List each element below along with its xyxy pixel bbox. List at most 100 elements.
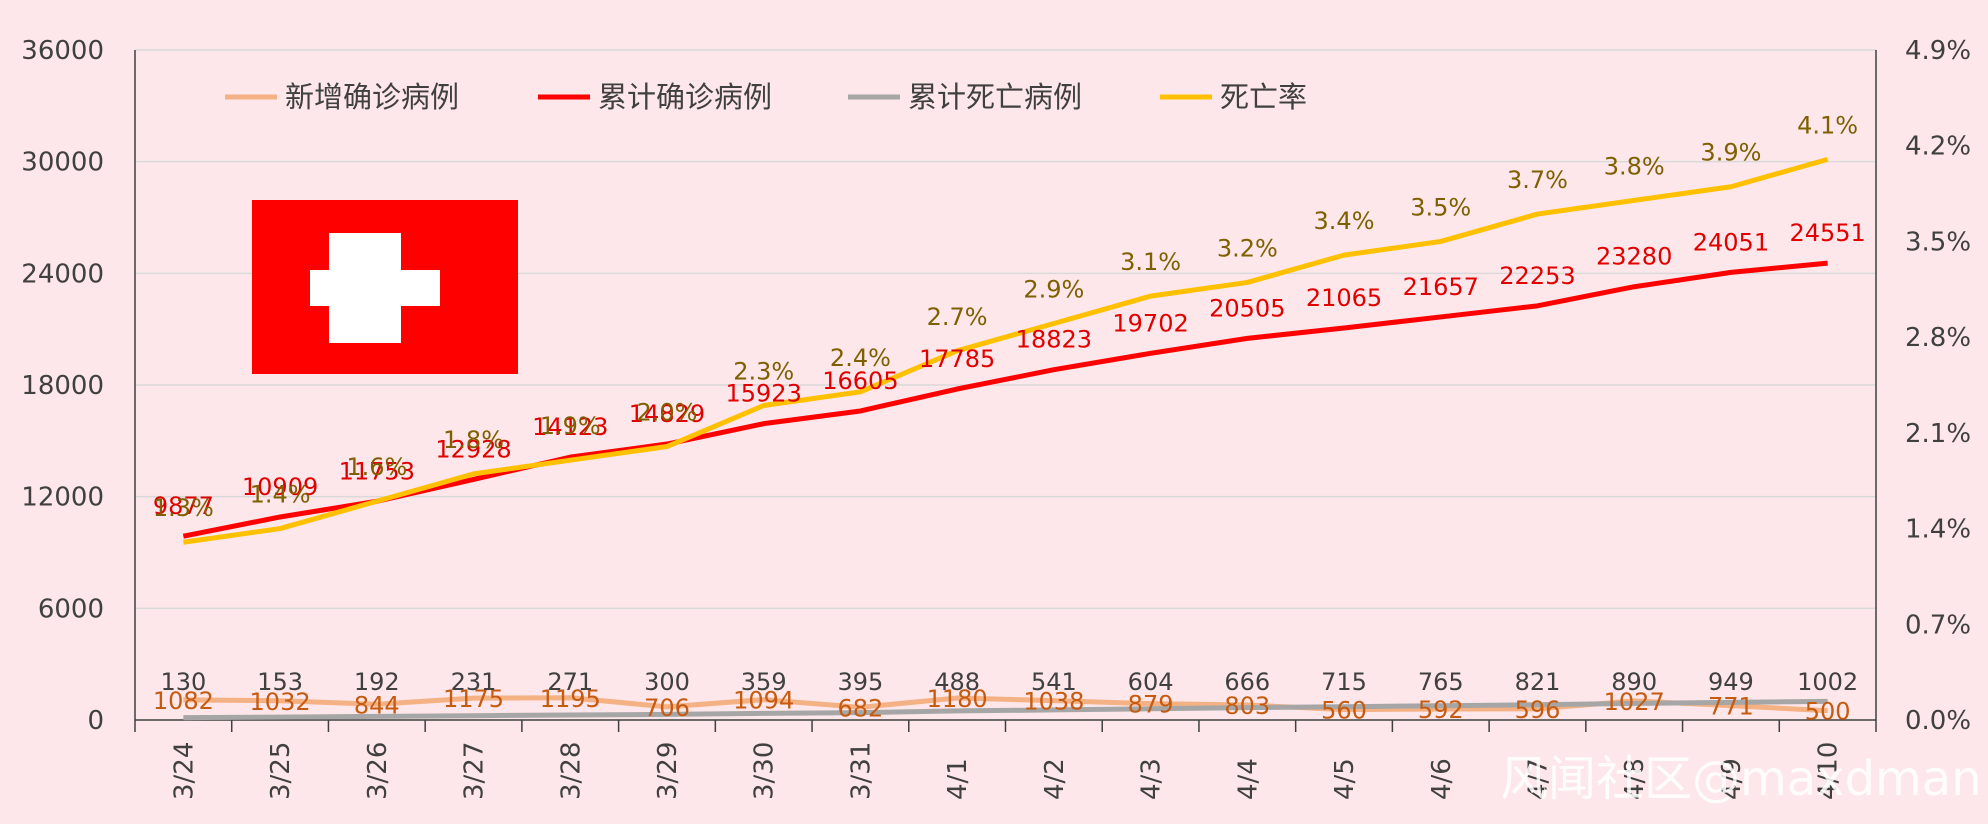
x-tick-label: 3/26 [363, 742, 393, 800]
data-label-total-deaths: 488 [934, 668, 980, 696]
data-label-new-cases: 706 [644, 694, 690, 722]
data-label-death-rate: 2.3% [733, 358, 794, 386]
legend-label-total-cases: 累计确诊病例 [598, 80, 772, 114]
y-left-tick-label: 18000 [21, 371, 104, 401]
data-label-total-cases: 19702 [1112, 309, 1188, 337]
data-label-death-rate: 2.4% [830, 344, 891, 372]
data-label-death-rate: 4.1% [1797, 111, 1858, 139]
data-label-new-cases: 879 [1128, 691, 1174, 719]
data-label-total-cases: 11753 [339, 457, 415, 485]
data-label-total-cases: 23280 [1596, 243, 1672, 271]
flag-cross-horizontal [310, 270, 440, 306]
series-lines [182, 156, 1829, 721]
x-tick-label: 3/31 [846, 742, 876, 800]
data-label-total-deaths: 715 [1321, 668, 1367, 696]
data-label-death-rate: 1.8% [443, 426, 504, 454]
data-label-total-deaths: 231 [451, 668, 497, 696]
data-label-total-deaths: 300 [644, 668, 690, 696]
data-label-total-cases: 24551 [1789, 219, 1865, 247]
watermark: 风闻社区@maxdman [1500, 751, 1982, 807]
data-label-death-rate: 3.4% [1314, 207, 1375, 235]
x-tick-label: 3/30 [750, 742, 780, 800]
data-label-total-deaths: 890 [1611, 668, 1657, 696]
data-label-new-cases: 1027 [1604, 688, 1665, 716]
y-right-tick-label: 3.5% [1905, 227, 1971, 257]
data-label-total-deaths: 765 [1418, 668, 1464, 696]
data-label-total-deaths: 271 [547, 668, 593, 696]
y-right-tick-label: 4.2% [1905, 132, 1971, 162]
data-label-total-cases: 24051 [1693, 228, 1769, 256]
series-line-total-deaths [183, 698, 1828, 721]
data-label-total-cases: 15923 [726, 380, 802, 408]
data-label-new-cases: 592 [1418, 696, 1464, 724]
data-label-death-rate: 2.0% [636, 399, 697, 427]
x-tick-label: 4/4 [1233, 758, 1263, 800]
data-label-total-cases: 10909 [242, 473, 318, 501]
data-label-new-cases: 844 [354, 691, 400, 719]
data-label-death-rate: 3.8% [1604, 152, 1665, 180]
data-label-death-rate: 1.6% [346, 453, 407, 481]
x-tick-label: 4/8 [1620, 758, 1650, 800]
data-label-total-deaths: 130 [160, 668, 206, 696]
data-label-death-rate: 2.7% [927, 303, 988, 331]
data-label-total-cases: 16605 [822, 367, 898, 395]
y-left-tick-label: 12000 [21, 483, 104, 513]
data-label-total-cases: 14829 [629, 400, 705, 428]
x-tick-label: 4/2 [1040, 758, 1070, 800]
data-label-new-cases: 803 [1224, 692, 1270, 720]
data-label-new-cases: 1038 [1023, 688, 1084, 716]
data-label-new-cases: 1180 [927, 685, 988, 713]
data-label-new-cases: 1082 [153, 687, 214, 715]
y-right-tick-label: 1.4% [1905, 515, 1971, 545]
legend-label-new-cases: 新增确诊病例 [285, 80, 459, 114]
data-label-new-cases: 1175 [443, 685, 504, 713]
data-label-new-cases: 560 [1321, 697, 1367, 725]
x-tick-label: 3/24 [169, 742, 199, 800]
y-right-tick-label: 2.8% [1905, 323, 1971, 353]
series-line-new-cases [183, 695, 1828, 714]
y-right-tick-label: 0.0% [1905, 706, 1971, 736]
data-label-total-cases: 14123 [532, 413, 608, 441]
data-label-death-rate: 3.1% [1120, 248, 1181, 276]
y-left-tick-label: 0 [87, 706, 104, 736]
x-tick-label: 4/7 [1523, 758, 1553, 800]
x-tick-label: 4/3 [1137, 758, 1167, 800]
y-right-tick-label: 2.1% [1905, 419, 1971, 449]
data-label-total-deaths: 541 [1031, 668, 1077, 696]
legend-label-total-deaths: 累计死亡病例 [908, 80, 1082, 114]
axes: 0 6000 12000 18000 24000 30000 36000 0.0% 0.7% 1.… [21, 36, 1971, 800]
data-label-total-deaths: 821 [1515, 668, 1561, 696]
data-label-total-cases: 21657 [1403, 273, 1479, 301]
data-label-new-cases: 1032 [250, 688, 311, 716]
data-labels: 1082 1032 844 1175 1195 706 1094 682 1180 1038 879… [153, 111, 1866, 725]
legend: 新增确诊病例 累计确诊病例 累计死亡病例 死亡率 [225, 80, 1307, 114]
y-left-tick-label: 36000 [21, 36, 104, 66]
data-label-total-cases: 9877 [153, 492, 214, 520]
data-label-death-rate: 3.9% [1700, 139, 1761, 167]
data-label-total-cases: 21065 [1306, 284, 1382, 312]
data-label-total-deaths: 604 [1128, 668, 1174, 696]
x-tick-label: 4/5 [1330, 758, 1360, 800]
data-label-new-cases: 771 [1708, 693, 1754, 721]
data-label-death-rate: 1.4% [250, 481, 311, 509]
data-label-total-deaths: 359 [741, 668, 787, 696]
y-right-tick-label: 0.7% [1905, 610, 1971, 640]
data-label-new-cases: 500 [1805, 698, 1851, 726]
data-label-death-rate: 3.2% [1217, 234, 1278, 262]
data-label-death-rate: 2.9% [1023, 275, 1084, 303]
data-label-total-cases: 17785 [919, 345, 995, 373]
data-label-new-cases: 1094 [733, 687, 794, 715]
data-label-death-rate: 3.5% [1410, 193, 1471, 221]
data-label-total-deaths: 153 [257, 668, 303, 696]
data-label-death-rate: 3.7% [1507, 166, 1568, 194]
x-tick-label: 3/28 [556, 742, 586, 800]
data-label-death-rate: 1.9% [540, 412, 601, 440]
data-label-total-deaths: 1002 [1797, 668, 1858, 696]
y-left-tick-label: 24000 [21, 259, 104, 289]
data-label-death-rate: 1.3% [153, 494, 214, 522]
series-line-total-cases [182, 260, 1828, 539]
y-right-tick-label: 4.9% [1905, 36, 1971, 66]
data-label-total-deaths: 949 [1708, 668, 1754, 696]
x-tick-label: 4/6 [1427, 758, 1457, 800]
